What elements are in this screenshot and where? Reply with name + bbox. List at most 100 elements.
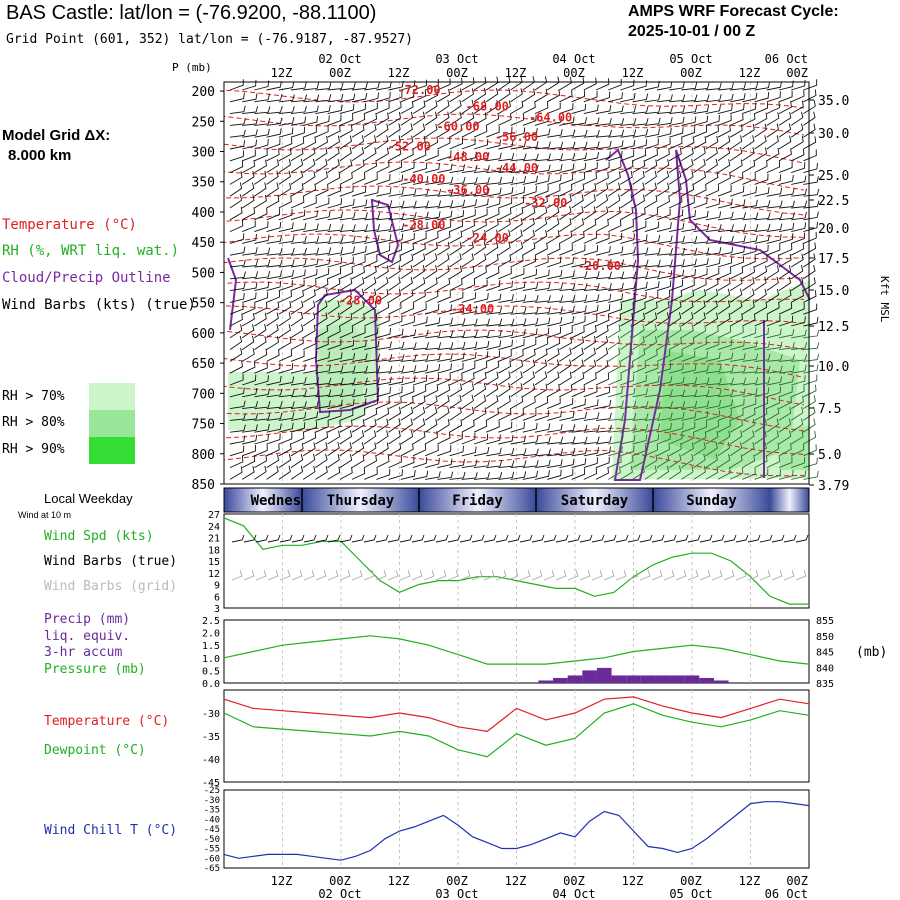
wind-barb: [339, 441, 352, 457]
temperature-contour: [223, 377, 805, 406]
wind-barb: [449, 419, 463, 433]
wind-barb: [339, 377, 356, 386]
wind-barb: [778, 265, 792, 280]
temp-panel-frame: [223, 689, 810, 783]
wind-barb: [583, 206, 596, 221]
wind-barb: [266, 138, 281, 150]
wind-barb: [754, 455, 768, 468]
wind-barb: [705, 430, 719, 445]
wind-barb: [754, 92, 770, 103]
wind-barb: [620, 324, 633, 339]
wind-barb: [730, 467, 744, 480]
wind-barb: [595, 117, 612, 126]
wind-barb: [583, 304, 599, 315]
wind-barb: [327, 246, 344, 256]
grid-wind-barb: [711, 569, 723, 581]
wind-barb: [803, 253, 816, 268]
wind-barb: [473, 198, 489, 209]
wind-barb: [791, 470, 807, 480]
wind-barb: [644, 259, 661, 268]
wind-barb: [681, 465, 694, 480]
wind-barb: [315, 247, 332, 256]
wind-barb: [376, 254, 390, 268]
wind-barb: [778, 315, 794, 327]
wind-barb: [778, 200, 795, 209]
precip-bar: [582, 670, 597, 683]
precip-tick-label: 1.5: [202, 641, 220, 652]
wind-barb: [303, 389, 320, 398]
wind-barb: [608, 424, 625, 433]
wind-barb: [303, 82, 320, 91]
wind-barb: [278, 336, 292, 350]
wind-barbs-true-label: Wind Barbs (true): [44, 554, 178, 569]
wind-barb: [656, 443, 670, 457]
wind-barb: [546, 359, 560, 374]
surface-wind-barb: [651, 534, 665, 543]
wind-barb: [547, 316, 563, 327]
chart-title: BAS Castle: lat/lon = (-76.9200, -88.110…: [6, 2, 377, 24]
wind-barb: [681, 289, 695, 303]
wind-barb: [339, 419, 353, 433]
wind-barb: [290, 82, 307, 91]
wind-barb: [229, 259, 246, 268]
wind-barb: [656, 301, 670, 315]
wind-barb: [693, 431, 707, 445]
wind-barb: [376, 455, 390, 469]
wind-barb: [778, 253, 792, 268]
cloud-outline-2: [605, 148, 811, 481]
top-hour-label: 00Z: [446, 66, 468, 80]
wind-barb: [486, 350, 500, 362]
legend-wind-barbs: Wind Barbs (kts) (true): [2, 297, 196, 313]
wind-barb: [730, 212, 747, 221]
wind-barb: [400, 243, 414, 256]
wind-barb: [754, 81, 771, 91]
wind-barb: [498, 113, 512, 126]
wind-tick-label: 27: [208, 510, 220, 521]
pressure-tick-label: 835: [816, 679, 834, 690]
wind-barb: [644, 93, 661, 103]
wind-barb: [473, 361, 488, 374]
wind-barb: [315, 136, 328, 150]
wind-barb: [266, 312, 279, 327]
wind-barb: [510, 422, 525, 433]
wind-barb: [339, 159, 353, 173]
wind-barb: [717, 409, 732, 421]
wind-barb: [571, 205, 584, 221]
wind-barb: [254, 388, 270, 398]
wind-barb: [266, 465, 279, 480]
wind-barb: [559, 468, 574, 480]
wind-barb: [266, 208, 280, 221]
surface-wind-barb: [255, 534, 269, 543]
wind-barb: [400, 123, 413, 138]
wind-barb: [644, 117, 661, 126]
wind-barb: [376, 265, 389, 280]
wind-barb: [790, 242, 805, 256]
wind-barb: [364, 340, 380, 351]
wind-barb: [473, 279, 488, 292]
wind-barb: [229, 324, 243, 339]
wind-barb: [571, 447, 588, 457]
wind-barb: [303, 116, 319, 126]
wind-barb: [400, 406, 414, 421]
wind-barb: [742, 82, 759, 91]
wind-barb: [241, 455, 256, 469]
wind-barb: [595, 219, 609, 232]
wind-barb: [583, 152, 599, 162]
wind-barb: [412, 162, 428, 174]
wind-barb: [351, 224, 368, 233]
wind-barb: [437, 99, 450, 114]
wind-barb: [681, 183, 695, 197]
wind-barb: [559, 316, 574, 327]
wind-barb: [241, 207, 256, 221]
wind-barb: [424, 418, 438, 433]
wind-barb: [412, 364, 429, 374]
surface-wind-barb: [231, 534, 245, 543]
wind-barb: [729, 266, 744, 280]
wind-barb: [425, 163, 440, 174]
wind-barb: [412, 188, 429, 197]
wind-barb: [254, 291, 269, 303]
wind-barb: [424, 277, 438, 291]
wind-barb: [437, 200, 454, 209]
wind-barb: [522, 448, 539, 457]
wind-barb: [656, 324, 670, 339]
